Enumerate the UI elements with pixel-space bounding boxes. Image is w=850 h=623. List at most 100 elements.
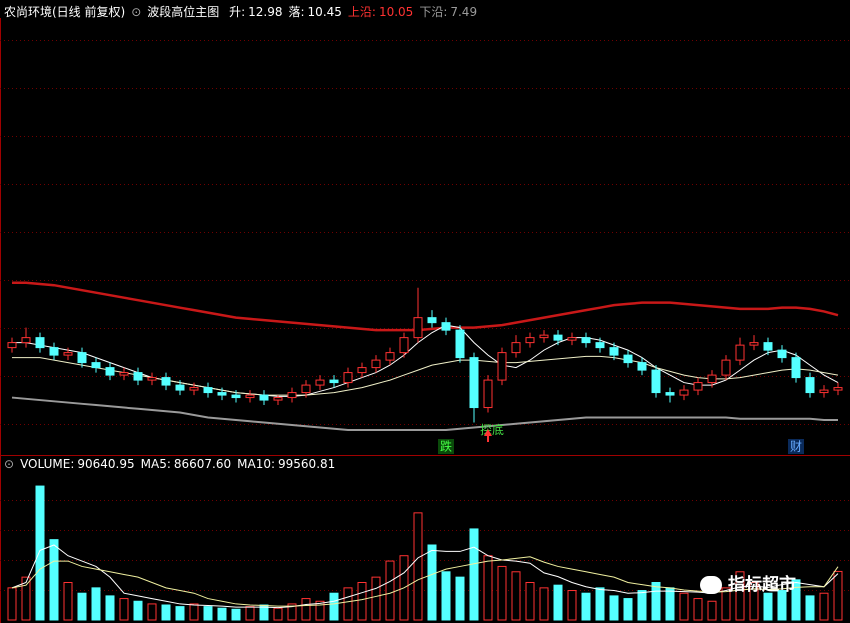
dropdown-icon[interactable]: ⊙ <box>131 5 142 19</box>
candle-body <box>581 337 591 344</box>
candle-body <box>469 357 479 409</box>
field-label: 升: <box>229 5 246 19</box>
candle-body <box>21 337 31 344</box>
volume-bar <box>343 587 353 621</box>
candle-body <box>791 357 801 379</box>
field-label: MA10: <box>237 457 276 471</box>
volume-bar <box>665 587 675 621</box>
candle-body <box>777 349 787 359</box>
volume-bar <box>623 598 633 621</box>
volume-bar <box>315 600 325 621</box>
field-value: 7.49 <box>450 5 478 19</box>
field-value: 86607.60 <box>173 457 232 471</box>
volume-bar <box>441 571 451 621</box>
signal: 财 <box>790 440 802 454</box>
annotation: 探底 <box>480 422 504 437</box>
field-label: MA5: <box>140 457 171 471</box>
volume-bar <box>567 590 577 621</box>
volume-bar <box>133 600 143 621</box>
header: 农尚环境(日线 前复权) ⊙ 波段高位主图 升: 12.98 落: 10.45 上沿: 10.… <box>4 3 483 20</box>
volume-bar <box>119 598 129 621</box>
volume-bar <box>679 592 689 621</box>
candle-body <box>413 317 423 339</box>
volume-bar <box>511 571 521 621</box>
candle-body <box>273 397 283 401</box>
volume-bar <box>693 598 703 621</box>
dropdown-icon[interactable]: ⊙ <box>4 457 15 471</box>
candle-body <box>455 329 465 359</box>
candle-body <box>301 384 311 394</box>
volume-bar <box>259 604 269 621</box>
volume-bar <box>553 584 563 621</box>
volume-bar <box>189 603 199 621</box>
volume-bar <box>497 565 507 621</box>
volume-bar <box>35 485 45 621</box>
volume-bar <box>637 590 647 621</box>
candle-body <box>77 352 87 364</box>
candle-body <box>497 352 507 381</box>
candle-body <box>707 374 717 384</box>
candle-body <box>119 372 129 376</box>
indicator-name[interactable]: 波段高位主图 <box>147 5 220 19</box>
volume-bar <box>49 539 59 621</box>
volume-bar <box>483 555 493 621</box>
volume-bar <box>91 587 101 621</box>
candle-body <box>483 379 493 409</box>
volume-bar <box>833 570 843 621</box>
candle-body <box>49 347 59 356</box>
volume-bar <box>287 603 297 621</box>
field-label: 下沿: <box>419 5 448 19</box>
volume-bar <box>805 595 815 621</box>
candle-body <box>525 337 535 344</box>
candle-body <box>539 334 549 339</box>
candle-body <box>567 337 577 341</box>
candle-body <box>553 334 563 341</box>
candle-body <box>833 387 843 391</box>
candle-body <box>679 389 689 396</box>
volume-bar <box>245 606 255 621</box>
line-series <box>12 281 839 332</box>
volume-bar <box>329 592 339 621</box>
volume-bar <box>721 587 731 621</box>
candle-body <box>63 352 73 356</box>
candle-body <box>133 372 143 381</box>
candle-body <box>721 359 731 376</box>
field-value: 12.98 <box>248 5 283 19</box>
candle-body <box>189 387 199 391</box>
field-label: 落: <box>288 5 305 19</box>
watermark-text: 指标超市 <box>728 575 796 595</box>
field-value: 90640.95 <box>77 457 135 471</box>
candle-body <box>735 344 745 361</box>
volume-bar <box>749 582 759 621</box>
candle-body <box>217 392 227 396</box>
candle-body <box>385 352 395 361</box>
candle-body <box>819 389 829 394</box>
volume-bar <box>581 592 591 621</box>
candle-body <box>427 317 437 324</box>
line-series <box>11 556 839 607</box>
volume-bar <box>791 579 801 621</box>
candle-body <box>259 394 269 401</box>
volume-bar <box>539 587 549 621</box>
candle-body <box>315 379 325 386</box>
volume-bar <box>469 528 479 621</box>
candle-body <box>399 337 409 354</box>
candle-body <box>161 377 171 386</box>
wechat-icon <box>700 576 722 594</box>
candle-body <box>511 342 521 354</box>
field-value: 99560.81 <box>278 457 336 471</box>
candle-body <box>105 367 115 376</box>
volume-bar <box>161 604 171 621</box>
volume-bar <box>231 608 241 621</box>
volume-bar <box>413 512 423 621</box>
volume-bar <box>427 544 437 621</box>
volume-bar <box>819 592 829 621</box>
volume-bar <box>357 582 367 621</box>
field-value: 10.05 <box>378 5 414 19</box>
candle-body <box>357 367 367 374</box>
volume-bar <box>77 592 87 621</box>
candle-body <box>329 379 339 384</box>
